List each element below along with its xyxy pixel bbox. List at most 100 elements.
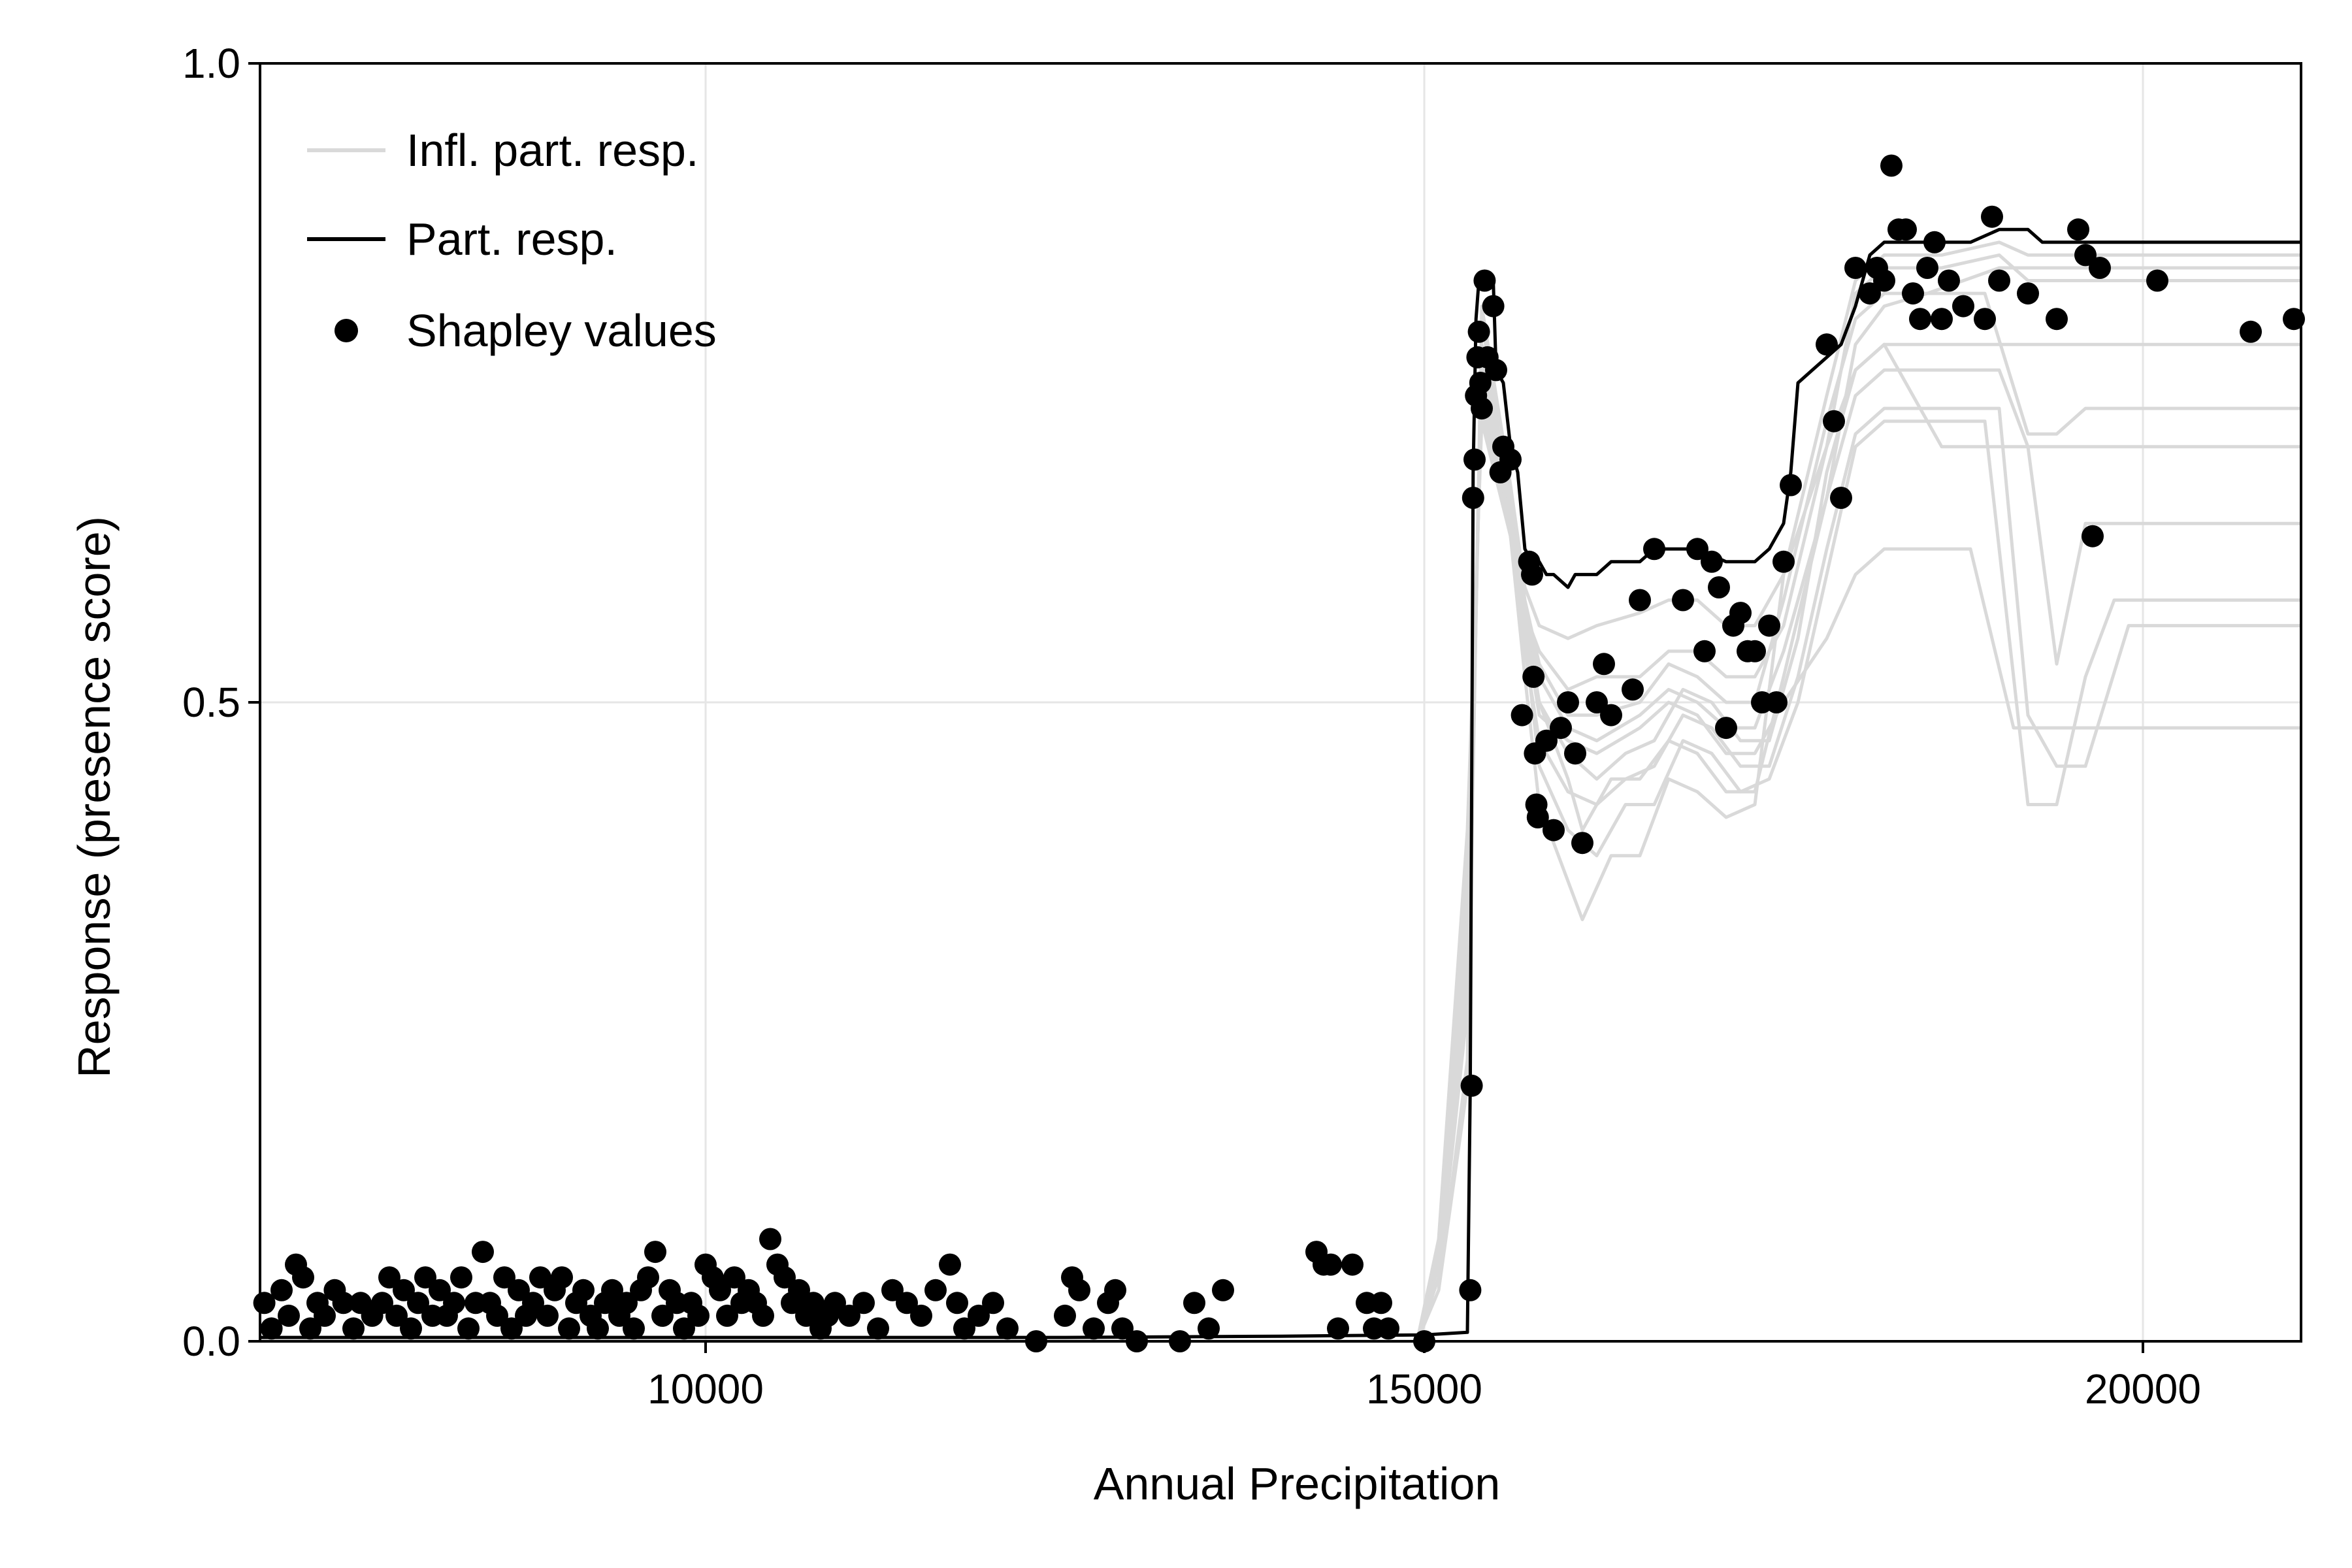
shapley-point (385, 1304, 408, 1327)
shapley-point (2240, 320, 2262, 343)
shapley-point (1931, 308, 1953, 331)
shapley-point (270, 1279, 293, 1301)
shapley-point (867, 1317, 889, 1340)
shapley-point (342, 1317, 365, 1340)
y-tick-label: 0.0 (182, 1318, 240, 1365)
shapley-point (1341, 1253, 1364, 1276)
shapley-point (1744, 640, 1766, 662)
shapley-point (443, 1292, 465, 1315)
shapley-point (802, 1292, 825, 1315)
shapley-point (1844, 257, 1867, 279)
shapley-point (1672, 589, 1694, 612)
shapley-point (1526, 806, 1549, 828)
shapley-point (414, 1266, 436, 1289)
shapley-point (924, 1279, 947, 1301)
shapley-points (253, 154, 2305, 1352)
y-axis-ticks: 0.0 0.5 1.0 (182, 40, 260, 1365)
shapley-point (1593, 653, 1615, 676)
shapley-point (752, 1304, 774, 1327)
shapley-point (1880, 154, 1903, 177)
shapley-point (493, 1266, 515, 1289)
shapley-point (1482, 295, 1505, 318)
shapley-point (429, 1279, 451, 1301)
shapley-point (2074, 244, 2097, 267)
shapley-point (1873, 269, 1895, 292)
shapley-point (687, 1304, 710, 1327)
shapley-point (450, 1266, 472, 1289)
shapley-point (601, 1279, 623, 1301)
influence-line (260, 394, 2301, 1343)
shapley-point (1068, 1279, 1090, 1301)
shapley-point (1469, 372, 1492, 394)
shapley-point (558, 1317, 580, 1340)
shapley-point (1758, 614, 1780, 637)
shapley-point (824, 1292, 846, 1315)
shapley-point (946, 1292, 968, 1315)
shapley-point (508, 1279, 530, 1301)
shapley-point (623, 1317, 645, 1340)
shapley-point (1772, 550, 1795, 573)
shapley-point (1708, 576, 1730, 598)
shapley-point (651, 1304, 674, 1327)
shapley-point (292, 1266, 314, 1289)
y-axis-label: Response (presence score) (69, 516, 120, 1078)
shapley-point (1511, 704, 1533, 727)
shapley-point (1485, 359, 1507, 382)
shapley-point (615, 1292, 638, 1315)
shapley-point (536, 1304, 559, 1327)
shapley-point (1183, 1292, 1205, 1315)
shapley-point (2146, 269, 2168, 292)
shapley-point (299, 1317, 321, 1340)
shapley-point (723, 1266, 745, 1289)
x-axis-label: Annual Precipitation (1094, 1458, 1501, 1509)
shapley-point (1909, 308, 1931, 331)
shapley-point (1729, 602, 1752, 625)
shapley-point (1459, 1279, 1482, 1301)
shapley-point (1460, 1074, 1483, 1097)
shapley-point (260, 1317, 283, 1340)
shapley-point (1463, 448, 1486, 471)
y-tick-label: 0.5 (182, 679, 240, 726)
shapley-point (371, 1292, 393, 1315)
shapley-point (853, 1292, 875, 1315)
shapley-point (551, 1266, 573, 1289)
shapley-point (1715, 717, 1737, 740)
shapley-point (1629, 589, 1651, 612)
influence-lines (260, 240, 2301, 1343)
shapley-point (968, 1304, 990, 1327)
shapley-point (1083, 1317, 1105, 1340)
shapley-point (1054, 1304, 1076, 1327)
shapley-point (910, 1304, 932, 1327)
shapley-point (1535, 729, 1558, 752)
legend-influence-label: Infl. part. resp. (406, 125, 698, 176)
x-tick-label: 10000 (647, 1365, 764, 1413)
shapley-point (709, 1279, 731, 1301)
influence-line (260, 381, 2301, 1343)
shapley-point (982, 1292, 1004, 1315)
shapley-point (881, 1279, 904, 1301)
influence-line (260, 266, 2301, 1343)
legend-partial-label: Part. resp. (406, 214, 617, 265)
shapley-point (2283, 308, 2305, 331)
shapley-point (1974, 308, 1996, 331)
influence-line (260, 253, 2301, 1343)
shapley-point (1981, 205, 2003, 228)
shapley-point (1473, 269, 1496, 292)
shapley-point (2046, 308, 2068, 331)
legend-shapley-marker (335, 319, 358, 342)
shapley-point (278, 1304, 300, 1327)
influence-line (260, 406, 2301, 1343)
shapley-point (1212, 1279, 1234, 1301)
shapley-point (953, 1317, 975, 1340)
shapley-point (1686, 538, 1708, 561)
shapley-point (1521, 563, 1543, 586)
shapley-point (1952, 295, 1974, 318)
shapley-point (2067, 218, 2089, 241)
shapley-point (572, 1279, 595, 1301)
x-tick-label: 15000 (1366, 1365, 1482, 1413)
partial-response-line (260, 227, 2301, 1339)
shapley-point (644, 1241, 666, 1264)
shapley-point (472, 1241, 494, 1264)
shapley-point (1643, 538, 1665, 561)
